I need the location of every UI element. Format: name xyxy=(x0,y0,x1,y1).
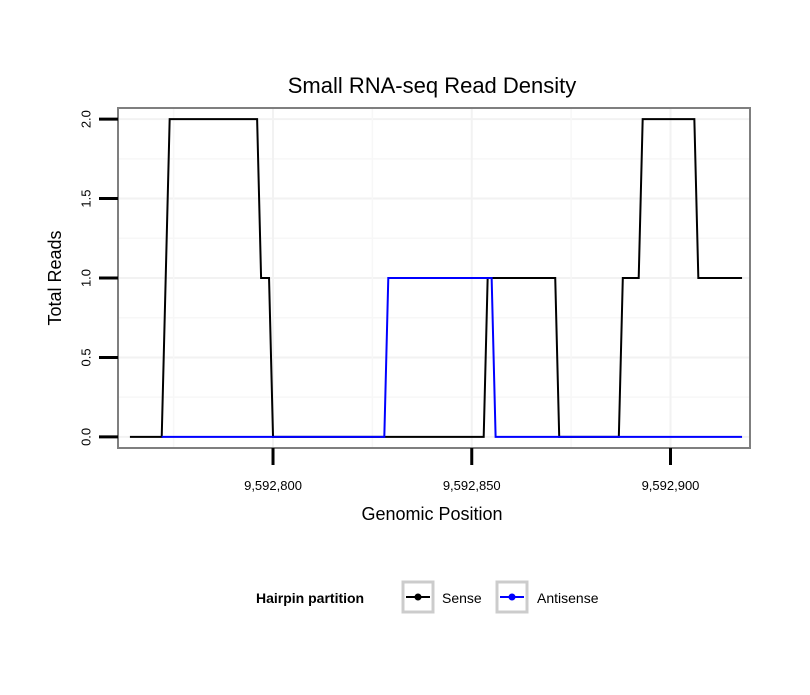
chart-title: Small RNA-seq Read Density xyxy=(288,73,577,98)
series-lines xyxy=(129,118,743,438)
y-tick-label: 0.0 xyxy=(78,428,93,446)
legend-title: Hairpin partition xyxy=(256,590,364,606)
legend-label: Antisense xyxy=(537,590,599,606)
y-tick-label: 1.5 xyxy=(78,190,93,208)
y-tick-label: 1.0 xyxy=(78,269,93,287)
y-tick-label: 2.0 xyxy=(78,110,93,128)
legend-item-sense: Sense xyxy=(401,580,482,614)
x-axis: 9,592,800 9,592,850 9,592,900 xyxy=(244,448,699,493)
legend-label: Sense xyxy=(442,590,482,606)
x-tick-label: 9,592,800 xyxy=(244,478,302,493)
legend-key-dot xyxy=(508,593,516,601)
x-tick-label: 9,592,900 xyxy=(642,478,700,493)
y-tick-label: 0.5 xyxy=(78,348,93,366)
y-axis-title: Total Reads xyxy=(45,230,65,325)
y-axis: 0.0 0.5 1.0 1.5 2.0 xyxy=(78,110,118,446)
legend: Hairpin partition Sense Antisense xyxy=(256,580,599,614)
legend-items: Sense Antisense xyxy=(401,580,599,614)
legend-key-dot xyxy=(414,593,422,601)
series-line-sense xyxy=(129,118,743,438)
series-line-antisense xyxy=(161,277,743,438)
x-axis-title: Genomic Position xyxy=(361,504,502,524)
x-tick-label: 9,592,850 xyxy=(443,478,501,493)
plot-panel xyxy=(117,107,751,449)
legend-item-antisense: Antisense xyxy=(495,580,599,614)
